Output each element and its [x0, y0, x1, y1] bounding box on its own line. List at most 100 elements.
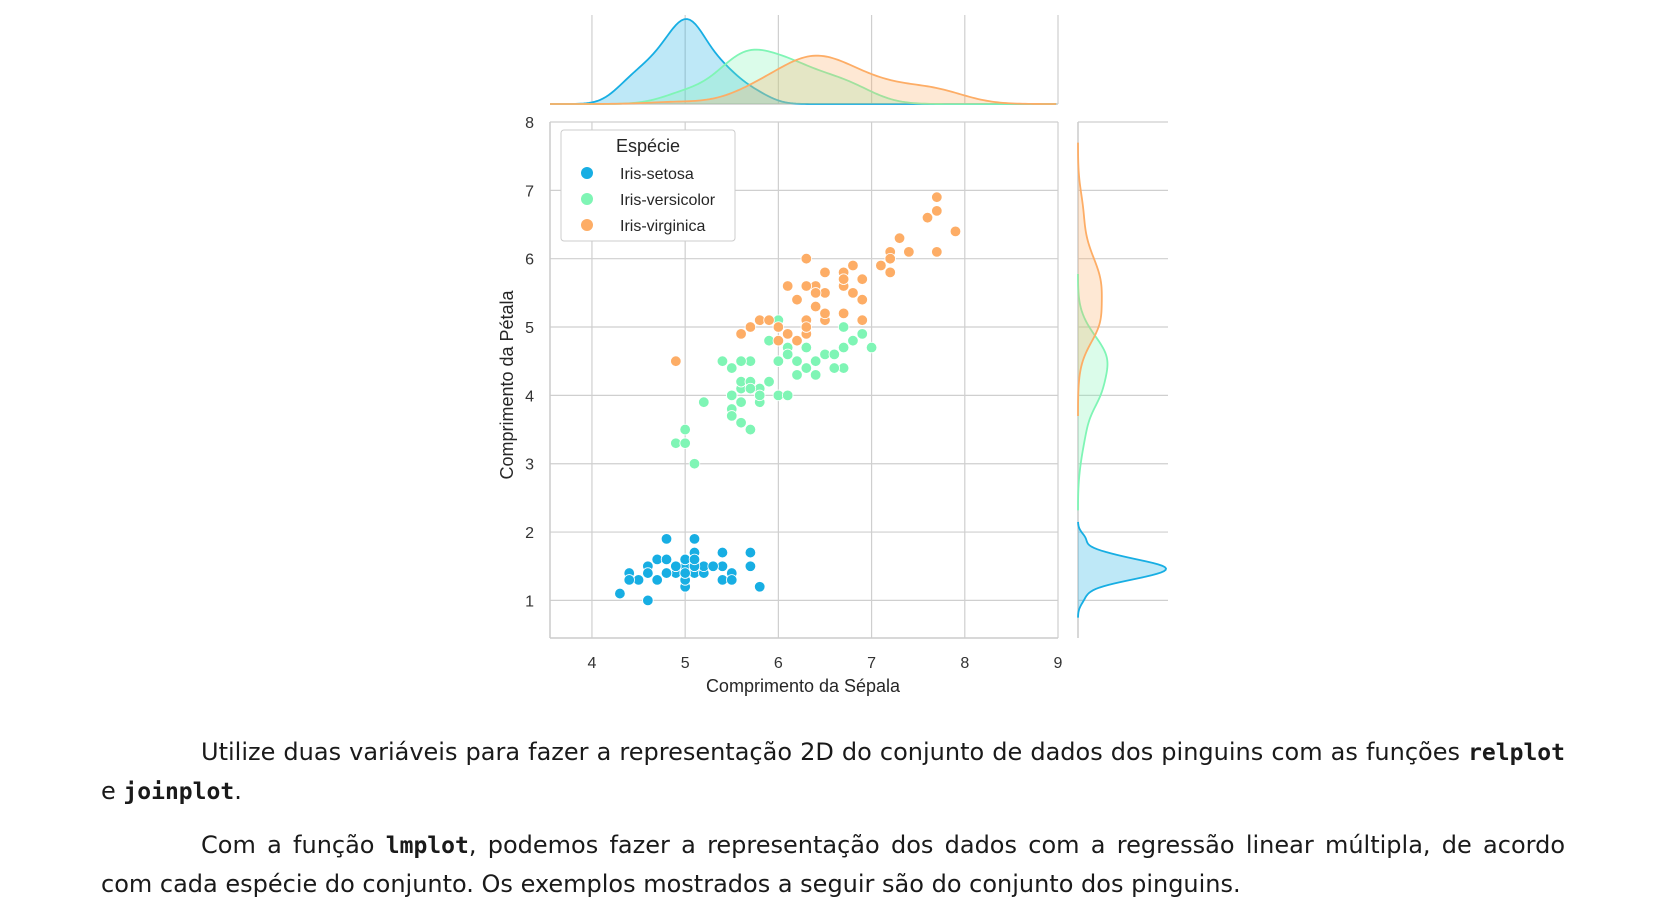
- scatter-point: [809, 355, 822, 367]
- x-tick-label: 7: [867, 655, 876, 672]
- scatter-point: [884, 266, 896, 279]
- x-axis-label: Comprimento da Sépala: [706, 676, 901, 696]
- scatter-point: [772, 321, 785, 333]
- scatter-point: [800, 252, 813, 265]
- scatter-point: [679, 567, 691, 579]
- right-marginal-kde: [1077, 142, 1167, 618]
- scatter-point: [781, 389, 794, 402]
- top-marginal-kde: [549, 18, 1057, 105]
- y-tick-label: 6: [525, 252, 534, 269]
- scatter-point: [716, 546, 729, 559]
- scatter-point: [847, 259, 859, 272]
- scatter-point: [660, 533, 673, 545]
- scatter-point: [837, 321, 850, 333]
- main-axes: [549, 122, 1058, 639]
- legend-frame: [560, 129, 736, 242]
- paragraph-1-text: Utilize duas variáveis para fazer a repr…: [201, 738, 1469, 766]
- scatter-point: [754, 581, 766, 593]
- scatter-point: [651, 574, 663, 586]
- scatter-point: [707, 560, 719, 572]
- right-kde-line: [1077, 142, 1103, 417]
- scatter-point: [660, 553, 673, 566]
- scatter-point: [698, 396, 710, 408]
- scatter-point: [931, 246, 943, 258]
- scatter-point: [921, 211, 934, 224]
- paragraph-2-start: Com a função: [201, 831, 386, 859]
- top-kde-fill: [550, 55, 1057, 104]
- scatter-point: [772, 335, 785, 347]
- legend-marker: [581, 219, 593, 231]
- y-tick-label: 8: [525, 115, 534, 132]
- x-tick-label: 4: [587, 655, 596, 672]
- y-tick-label: 3: [525, 457, 534, 474]
- x-tick-label: 8: [960, 655, 969, 672]
- scatter-point: [781, 348, 794, 361]
- scatter-point: [837, 307, 850, 320]
- scatter-point: [688, 458, 701, 470]
- scatter-point: [744, 546, 757, 559]
- scatter-point: [828, 348, 840, 361]
- y-tick-labels: 1 2 3 4 5 6 7 8: [525, 115, 534, 610]
- legend: Espécie Iris-setosa Iris-versicolor Iris-v…: [560, 129, 736, 242]
- x-tick-label: 5: [681, 655, 690, 672]
- scatter-point: [716, 355, 729, 367]
- top-kde-fill: [550, 19, 1057, 104]
- y-axis-label: Comprimento da Pétala: [497, 289, 517, 479]
- legend-label: Iris-virginica: [620, 218, 705, 235]
- scatter-point: [856, 314, 868, 326]
- legend-title: Espécie: [616, 136, 680, 156]
- scatter-point: [623, 574, 635, 586]
- legend-label: Iris-versicolor: [620, 192, 716, 209]
- scatter-point: [949, 225, 962, 238]
- scatter-point: [726, 362, 738, 374]
- scatter-point: [791, 293, 803, 306]
- legend-marker: [581, 167, 593, 179]
- scatter-point: [809, 287, 822, 299]
- top-kde-line: [550, 54, 1057, 105]
- scatter-point: [781, 328, 794, 340]
- scatter-point: [688, 553, 701, 566]
- paragraph-1: Utilize duas variáveis para fazer a repr…: [101, 733, 1565, 811]
- scatter-point: [856, 273, 868, 285]
- scatter-point: [688, 533, 701, 545]
- scatter-point: [884, 252, 896, 265]
- scatter-point: [754, 389, 766, 402]
- scatter-point: [614, 587, 626, 600]
- legend-marker: [581, 193, 593, 205]
- scatter-point: [642, 594, 654, 607]
- top-kde-fill: [550, 49, 1057, 104]
- scatter-point: [642, 567, 654, 579]
- scatter-point: [819, 266, 831, 279]
- scatter-point: [856, 328, 868, 340]
- scatter-point: [865, 341, 878, 354]
- right-kde-line: [1077, 273, 1109, 511]
- x-tick-labels: 4 5 6 7 8 9: [587, 655, 1062, 672]
- scatter-point: [809, 300, 822, 313]
- scatter-point: [772, 355, 785, 367]
- scatter-point: [837, 341, 850, 354]
- scatter-point: [670, 560, 682, 572]
- y-tick-label: 7: [525, 183, 534, 200]
- scatter-point: [763, 314, 775, 326]
- code-lmplot: lmplot: [385, 833, 469, 859]
- scatter-point: [856, 293, 868, 306]
- scatter-point: [744, 321, 757, 333]
- scatter-point: [679, 437, 691, 449]
- scatter-point: [800, 362, 813, 374]
- scatter-point: [726, 410, 738, 422]
- scatter-point: [931, 191, 943, 203]
- paragraph-2-text: , podemos fazer a representação dos dado…: [101, 831, 1565, 898]
- y-tick-label: 1: [525, 593, 534, 610]
- scatter-point: [744, 560, 757, 572]
- y-tick-label: 2: [525, 525, 534, 542]
- scatter-point: [791, 369, 803, 381]
- code-joinplot: joinplot: [123, 779, 235, 805]
- scatter-point: [781, 280, 794, 292]
- scatter-point: [931, 205, 943, 217]
- scatter-point: [800, 341, 813, 354]
- y-tick-label: 5: [525, 320, 534, 337]
- paragraph-1-end: .: [234, 777, 242, 805]
- right-kde-fill: [1078, 521, 1166, 618]
- scatter-point: [828, 362, 840, 374]
- scatter-point: [660, 567, 673, 579]
